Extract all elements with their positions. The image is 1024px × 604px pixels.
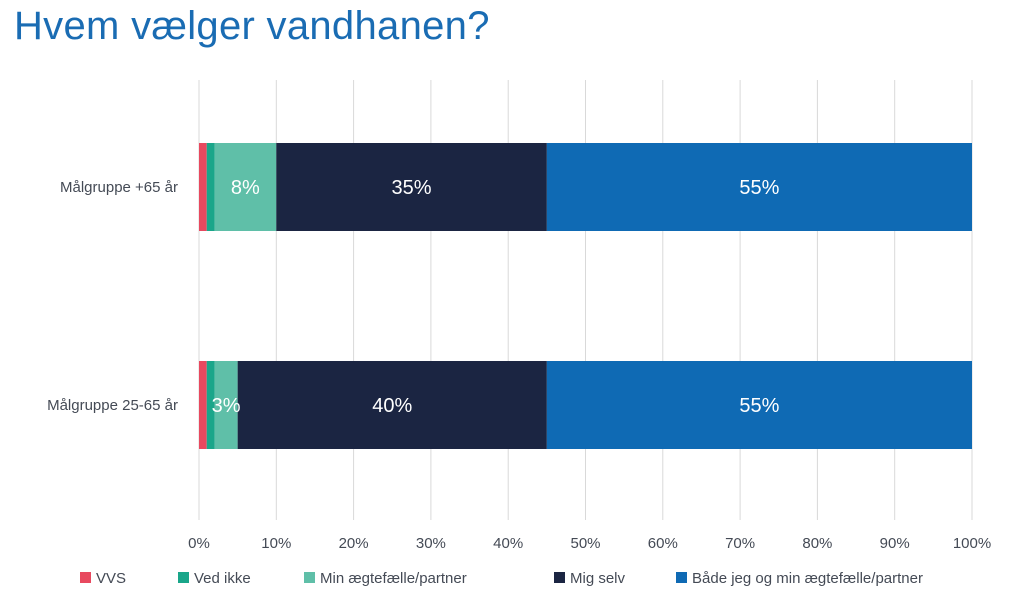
legend-label: Min ægtefælle/partner xyxy=(320,570,467,587)
chart-title: Hvem vælger vandhanen? xyxy=(14,4,490,48)
x-tick-label: 30% xyxy=(416,535,446,552)
legend-label: VVS xyxy=(96,570,126,587)
bar-segment xyxy=(199,361,207,449)
bar-segment xyxy=(546,143,972,231)
category-label: Målgruppe 25-65 år xyxy=(47,397,178,414)
data-labels: 8% 35% 55% 3% 40% 55% xyxy=(212,177,780,417)
data-label: 8% xyxy=(231,177,260,199)
bar-segment xyxy=(206,361,215,449)
data-label: 55% xyxy=(739,177,779,199)
legend-swatch xyxy=(554,572,565,583)
x-tick-label: 20% xyxy=(339,535,369,552)
data-label: 55% xyxy=(739,395,779,417)
data-label: 40% xyxy=(372,395,412,417)
x-tick-label: 70% xyxy=(725,535,755,552)
x-tick-label: 40% xyxy=(493,535,523,552)
legend-swatch xyxy=(178,572,189,583)
legend: VVS Ved ikke Min ægtefælle/partner Mig selv… xyxy=(80,570,923,587)
legend-swatch xyxy=(676,572,687,583)
x-tick-label: 80% xyxy=(802,535,832,552)
category-label: Målgruppe +65 år xyxy=(60,179,178,196)
legend-label: Mig selv xyxy=(570,570,626,587)
category-axis: Målgruppe +65 år Målgruppe 25-65 år xyxy=(47,179,178,414)
data-label: 3% xyxy=(212,395,241,417)
value-axis: 0% 10% 20% 30% 40% 50% 60% 70% 80% 90% 100% xyxy=(188,535,991,552)
bar-segment xyxy=(214,143,277,231)
bars xyxy=(199,143,972,449)
legend-swatch xyxy=(304,572,315,583)
x-tick-label: 60% xyxy=(648,535,678,552)
bar-segment xyxy=(199,143,207,231)
x-tick-label: 50% xyxy=(570,535,600,552)
bar-segment xyxy=(276,143,547,231)
x-tick-label: 0% xyxy=(188,535,210,552)
bar-segment xyxy=(237,361,547,449)
bar-segment xyxy=(546,361,972,449)
bar-segment xyxy=(206,143,215,231)
legend-label: Både jeg og min ægtefælle/partner xyxy=(692,570,923,587)
bar-segment xyxy=(214,361,238,449)
legend-label: Ved ikke xyxy=(194,570,251,587)
x-tick-label: 100% xyxy=(953,535,991,552)
data-label: 35% xyxy=(392,177,432,199)
legend-swatch xyxy=(80,572,91,583)
x-tick-label: 90% xyxy=(880,535,910,552)
x-tick-label: 10% xyxy=(261,535,291,552)
